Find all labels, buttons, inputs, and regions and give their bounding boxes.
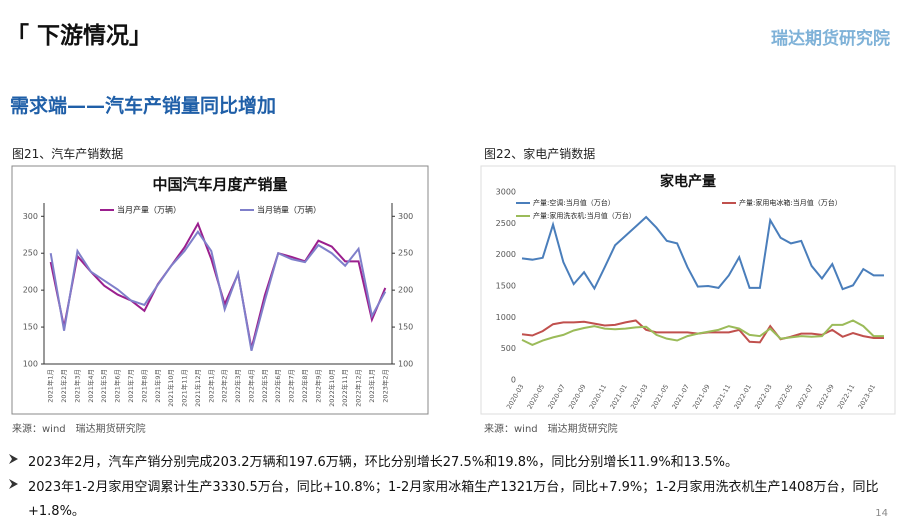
x-tick-label: 2022-07: [795, 383, 816, 411]
x-tick-label: 2021年2月: [59, 369, 68, 403]
header-title: 「 下游情况」: [6, 23, 153, 49]
x-tick-label: 2023年2月: [380, 369, 389, 403]
x-tick-label: 2021年4月: [86, 369, 95, 403]
y2-tick-label: 300: [398, 212, 413, 221]
caption: 图21、汽车产销数据: [12, 147, 124, 161]
x-tick-label: 2021-11: [712, 383, 733, 411]
chart-title: 家电产量: [660, 173, 716, 190]
charts: 中国汽车月度产销量 100 150 200 250 300 100 150 200 250 300 2…: [11, 165, 896, 415]
x-tick-label: 2021年6月: [113, 369, 122, 403]
x-tick-label: 2021-09: [691, 383, 712, 411]
x-tick-label: 2021-01: [608, 383, 629, 411]
legend-label: 产量:家用洗衣机:当月值（万台）: [533, 211, 636, 220]
bullet-icons: [9, 454, 18, 489]
x-tick-label: 2022-01: [732, 383, 753, 411]
legend-label: 当月产量（万辆）: [117, 205, 181, 215]
line: [521, 319, 884, 344]
x-tick-label: 2020-09: [567, 383, 588, 411]
y-tick-label: 500: [501, 344, 516, 353]
x-tick-label: 2022-11: [836, 383, 857, 411]
x-tick-label: 2022年8月: [300, 369, 309, 403]
x-tick-label: 2021年12月: [193, 369, 202, 407]
x-tick-label: 2020-05: [526, 383, 547, 411]
x-tick-label: 2021年5月: [99, 369, 108, 403]
logo: 瑞达期货研究院: [771, 29, 890, 49]
x-tick-label: 2021-03: [629, 383, 650, 411]
page-number: 14: [875, 508, 888, 519]
x-tick-label: 2021年3月: [72, 369, 81, 403]
legend-label: 产量:空调:当月值（万台）: [533, 198, 615, 207]
x-tick-label: 2021年11月: [180, 369, 189, 407]
x-tick-label: 2023-01: [857, 383, 878, 411]
bullet: 2023年1-2月家用空调累计生产3330.5万台，同比+10.8%；1-2月家…: [28, 480, 879, 519]
x-tick-label: 2021年1月: [46, 369, 55, 403]
x-tick-label: 2022年9月: [313, 369, 322, 403]
y-tick-label: 250: [23, 249, 38, 258]
legend-label: 产量:家用电冰箱:当月值（万台）: [739, 198, 842, 207]
caption: 图22、家电产销数据: [484, 147, 596, 161]
x-tick-label: 2023年1月: [367, 369, 376, 403]
y2-tick-label: 100: [398, 360, 413, 369]
x-tick-label: 2021年8月: [139, 369, 148, 403]
x-tick-label: 2021年9月: [153, 369, 162, 403]
y-tick-label: 200: [23, 286, 38, 295]
x-tick-label: 2020-11: [588, 383, 609, 411]
y-tick-label: 3000: [496, 188, 516, 197]
x-tick-label: 2021-07: [670, 383, 691, 411]
x-tick-label: 2022年4月: [246, 369, 255, 403]
bullet: 2023年2月，汽车产销分别完成203.2万辆和197.6万辆，环比分别增长27…: [28, 455, 738, 470]
x-tick-label: 2022-03: [753, 383, 774, 411]
legend-label: 当月销量（万辆）: [257, 205, 321, 215]
y2-tick-label: 250: [398, 249, 413, 258]
x-tick-label: 2022-09: [815, 383, 836, 411]
subtitle: 需求端——汽车产销量同比增加: [10, 95, 277, 117]
chart-frame: [480, 165, 896, 415]
y-tick-label: 2000: [496, 250, 516, 259]
source: 来源：wind 瑞达期货研究院: [12, 424, 146, 435]
x-tick-label: 2022年12月: [354, 369, 363, 407]
chart-title: 中国汽车月度产销量: [152, 176, 287, 194]
bullet-arrow: [9, 454, 18, 464]
x-tick-label: 2021年7月: [126, 369, 135, 403]
y-tick-label: 2500: [496, 219, 516, 228]
bullet-arrow: [9, 479, 18, 489]
x-tick-label: 2022年11月: [340, 369, 349, 407]
y2-tick-label: 200: [398, 286, 413, 295]
x-tick-label: 2021-05: [650, 383, 671, 411]
line: [521, 215, 884, 291]
x-tick-label: 2022-05: [774, 383, 795, 411]
x-tick-label: 2022年2月: [220, 369, 229, 403]
y-tick-label: 150: [23, 323, 38, 332]
y2-tick-label: 150: [398, 323, 413, 332]
y-tick-label: 100: [23, 360, 38, 369]
x-tick-label: 2022年10月: [327, 369, 336, 407]
x-tick-label: 2022年1月: [206, 369, 215, 403]
line: [521, 319, 884, 347]
chart-frame: [11, 165, 429, 415]
x-tick-label: 2022年3月: [233, 369, 242, 403]
x-tick-label: 2021年10月: [166, 369, 175, 407]
source: 来源：wind 瑞达期货研究院: [484, 424, 618, 435]
x-tick-label: 2020-03: [505, 383, 526, 411]
line: [49, 230, 387, 351]
x-tick-label: 2020-07: [546, 383, 567, 411]
y-tick-label: 1000: [496, 313, 516, 322]
y-tick-label: 300: [23, 212, 38, 221]
x-tick-label: 2022年5月: [260, 369, 269, 403]
x-tick-label: 2022年6月: [273, 369, 282, 403]
line: [49, 221, 387, 349]
x-tick-label: 2022年7月: [287, 369, 296, 403]
y-tick-label: 0: [511, 376, 516, 385]
y-tick-label: 1500: [496, 282, 516, 291]
